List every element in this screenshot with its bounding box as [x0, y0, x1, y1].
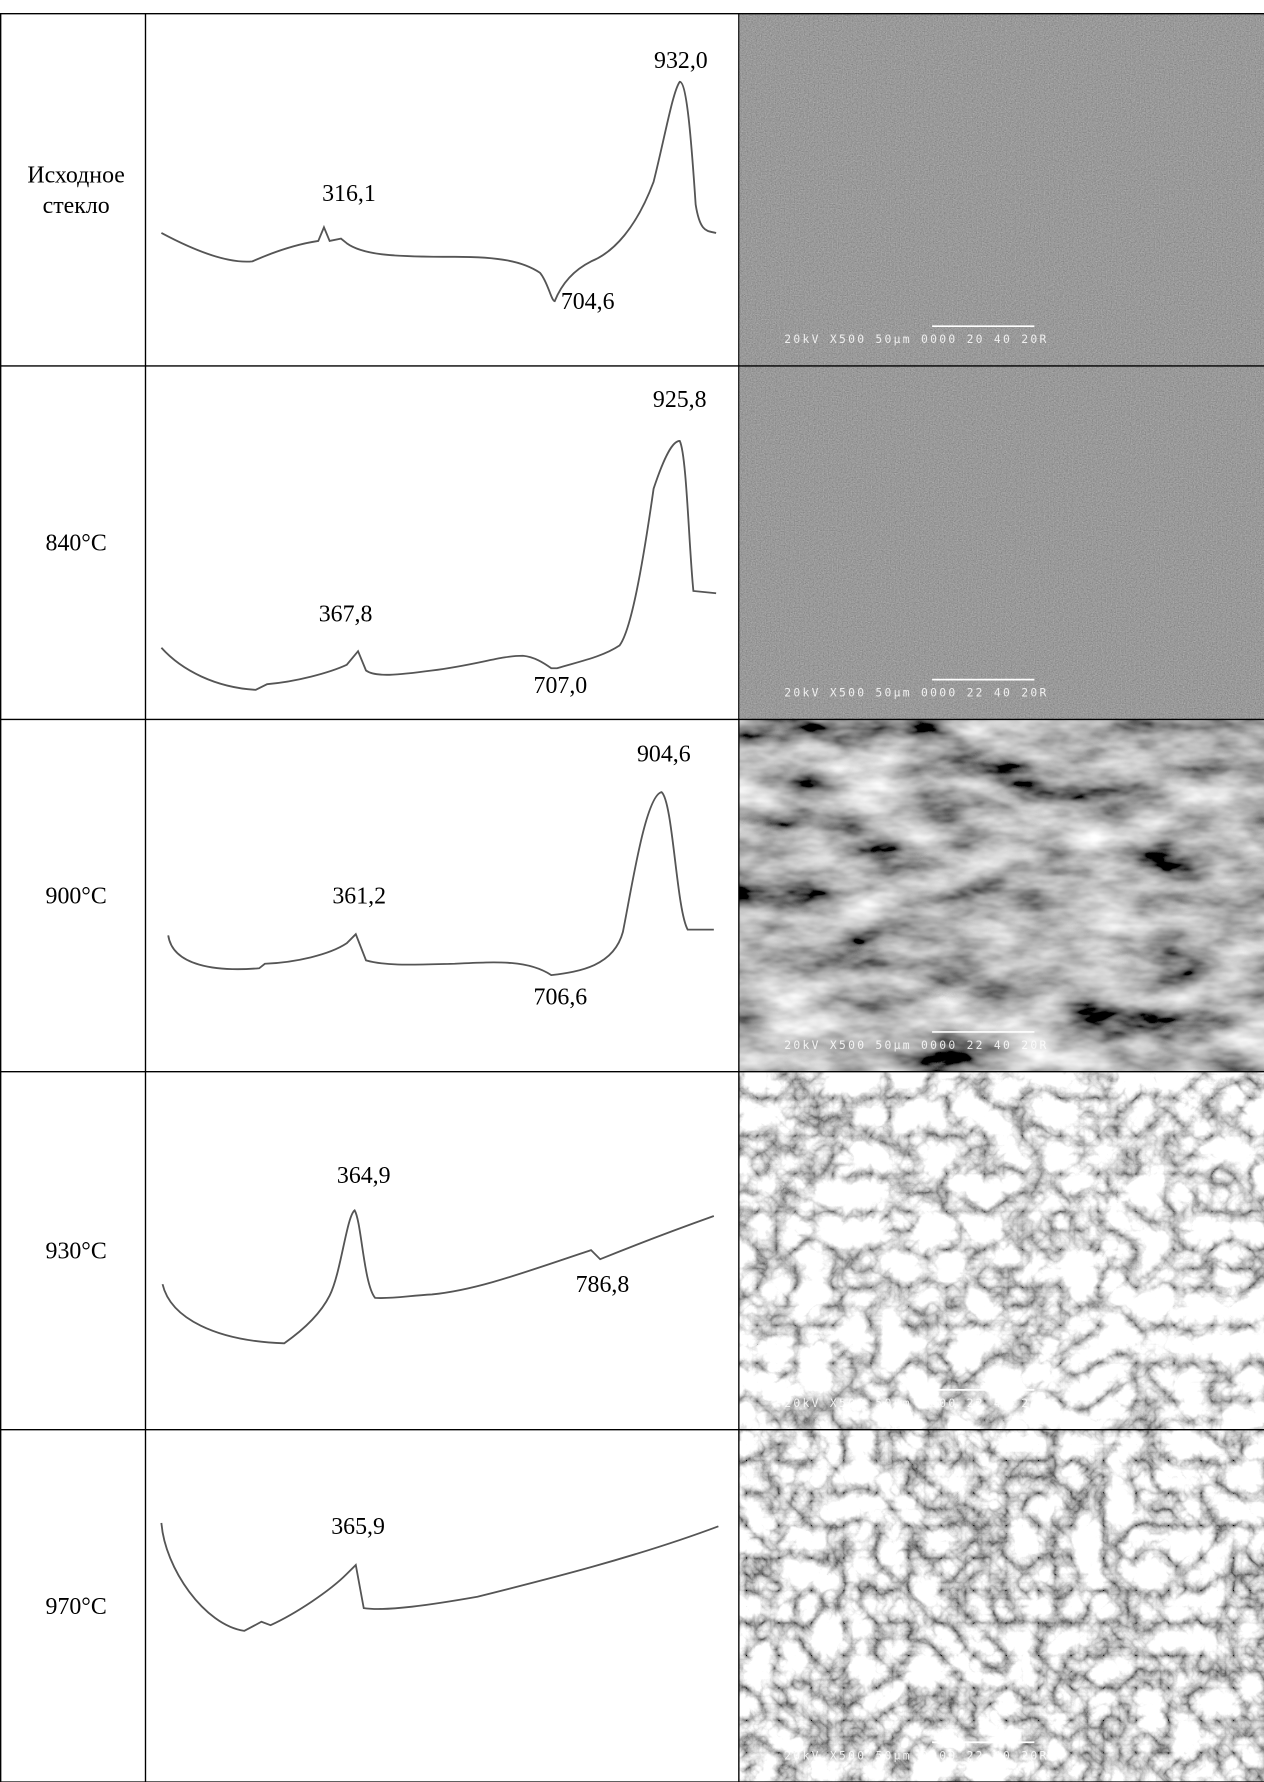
sem-texture	[740, 1072, 1264, 1430]
table-row: 20kV X500 50µm 0000 22 40 20R 900°C 361,2 9…	[46, 719, 1264, 1071]
peak-label: 365,9	[331, 1514, 385, 1540]
peak-label: 786,8	[576, 1272, 630, 1298]
sem-texture	[740, 366, 1264, 719]
table-row: 20kV X500 50µm 0000 22 40 20R 930°C 364,9 7…	[46, 1072, 1264, 1430]
row-label: стекло	[43, 193, 110, 219]
dta-curve	[168, 792, 714, 975]
dta-curve	[163, 1210, 714, 1343]
table-row: 20kV X500 50µm 0000 22 40 20R 970°C 365,9	[46, 1430, 1264, 1782]
row-label: 930°C	[46, 1239, 107, 1265]
image-caption: 20kV X500 50µm 0000 22 40 20R	[784, 1396, 1048, 1410]
table-row: 20kV X500 50µm 0000 22 40 20R 840°C 367,8 9…	[46, 366, 1264, 719]
sem-texture	[740, 14, 1264, 366]
image-caption: 20kV X500 50µm 0000 22 40 20R	[784, 1038, 1048, 1052]
dta-curve	[161, 1523, 718, 1631]
peak-label: 704,6	[561, 289, 615, 315]
sem-image: 20kV X500 50µm 0000 22 40 20R	[740, 719, 1264, 1071]
dta-curve	[161, 82, 716, 301]
row-label: 900°C	[46, 884, 107, 910]
row-label: 970°C	[46, 1594, 107, 1620]
sem-texture	[740, 1430, 1264, 1782]
peak-label: 904,6	[637, 741, 691, 767]
row-label: Исходное	[27, 162, 125, 188]
peak-label: 925,8	[653, 387, 707, 413]
page: 20kV X500 50µm 0000 20 40 20R Исходное сте…	[0, 0, 1264, 1782]
sem-image: 20kV X500 50µm 0000 22 40 20R	[740, 1430, 1264, 1782]
peak-label: 706,6	[534, 985, 588, 1011]
peak-label: 361,2	[332, 884, 386, 910]
image-caption: 20kV X500 50µm 0000 22 40 20R	[784, 1748, 1048, 1762]
row-label: 840°C	[46, 531, 107, 557]
peak-label: 316,1	[322, 181, 376, 207]
peak-label: 364,9	[337, 1163, 391, 1189]
sem-image: 20kV X500 50µm 0000 22 40 20R	[740, 1072, 1264, 1430]
sem-image: 20kV X500 50µm 0000 20 40 20R	[740, 14, 1264, 366]
dta-curve	[161, 441, 716, 690]
peak-label: 707,0	[534, 673, 588, 699]
peak-label: 367,8	[319, 602, 373, 628]
image-caption: 20kV X500 50µm 0000 20 40 20R	[784, 332, 1048, 346]
sem-image: 20kV X500 50µm 0000 22 40 20R	[740, 366, 1264, 719]
peak-label: 932,0	[654, 48, 708, 74]
table-row: 20kV X500 50µm 0000 20 40 20R Исходное сте…	[27, 14, 1264, 366]
image-caption: 20kV X500 50µm 0000 22 40 20R	[784, 686, 1048, 700]
sem-texture	[740, 719, 1264, 1071]
